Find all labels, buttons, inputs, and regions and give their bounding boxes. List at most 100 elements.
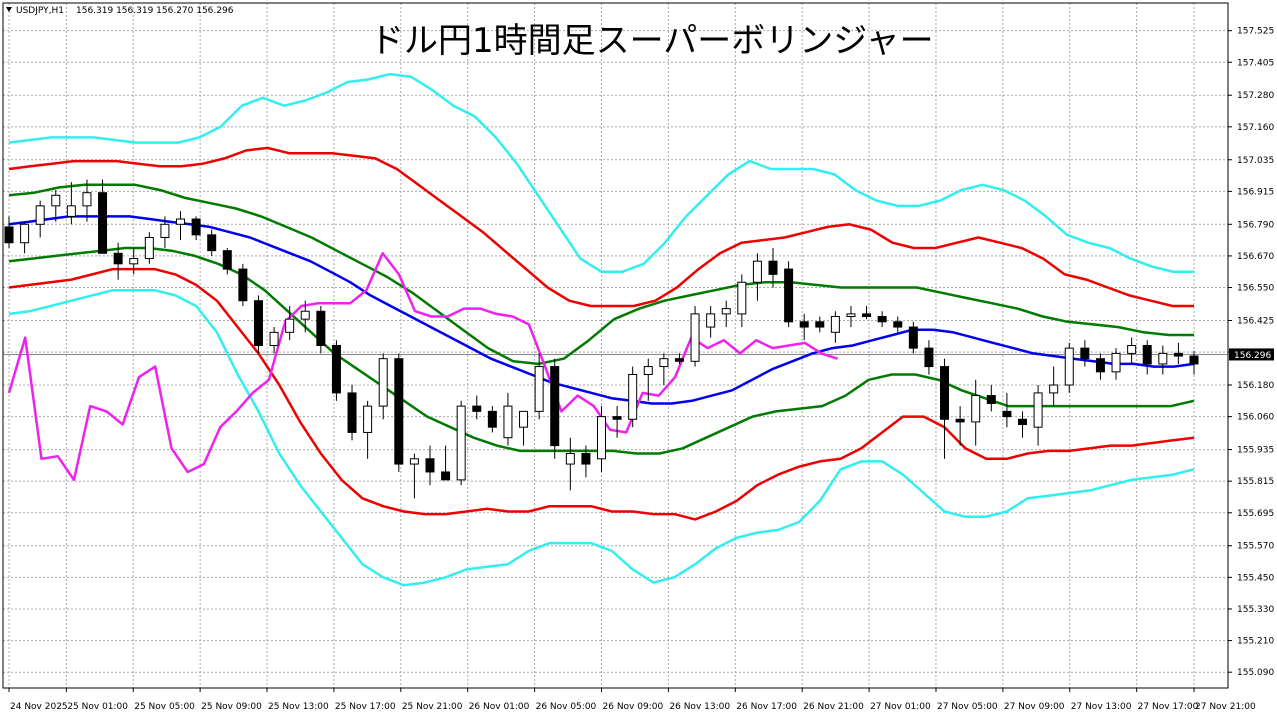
candle	[425, 445, 435, 486]
candle	[1127, 337, 1137, 364]
candle-body	[331, 345, 341, 394]
candle	[160, 216, 170, 249]
candle-body	[519, 410, 529, 428]
symbol-info: USDJPY,H1	[16, 6, 64, 16]
x-tick-label: 25 Nov 05:00	[134, 702, 195, 712]
candle	[534, 353, 544, 420]
candle-body	[176, 218, 186, 225]
candle-body	[534, 366, 544, 412]
candle-body	[971, 395, 981, 423]
x-tick-label: 26 Nov 09:00	[603, 702, 664, 712]
candle	[830, 311, 840, 343]
candle-body	[597, 416, 606, 460]
candle	[35, 200, 45, 238]
series-band1_u	[8, 183, 1194, 366]
bollinger-bands	[7, 72, 1195, 587]
candle-body	[1017, 418, 1027, 426]
candle	[908, 321, 918, 354]
time-axis: 24 Nov 2025 25 Nov 01:00 25 Nov 05:00 25 No…	[8, 688, 1256, 712]
candle	[612, 406, 622, 438]
candle	[20, 221, 30, 254]
candle	[347, 385, 357, 441]
candle	[565, 437, 575, 491]
candle-body	[643, 366, 653, 375]
y-tick-label: 156.550	[1237, 284, 1274, 294]
candle-body	[737, 281, 747, 315]
candle-body	[1173, 352, 1183, 357]
candle-body	[456, 405, 466, 481]
candle	[519, 410, 529, 446]
candle	[129, 248, 139, 275]
candle-body	[1127, 345, 1137, 354]
candle	[98, 179, 108, 254]
candle	[581, 445, 591, 478]
candle	[503, 392, 513, 446]
candle	[752, 253, 762, 301]
candle	[924, 340, 934, 375]
candle-body	[612, 416, 622, 420]
y-tick-label: 155.090	[1237, 668, 1274, 678]
y-tick-label: 157.160	[1237, 123, 1274, 133]
candle	[706, 305, 716, 338]
candle	[331, 340, 341, 401]
candle	[659, 353, 669, 386]
candle	[1033, 385, 1043, 446]
candle	[1158, 345, 1168, 375]
ohlc-info: 156.319 156.319 156.270 156.296	[76, 6, 234, 16]
y-tick-label: 157.525	[1237, 27, 1274, 37]
candle-body	[394, 358, 404, 465]
candle-body	[924, 347, 934, 368]
candle	[66, 182, 76, 225]
candle	[4, 216, 14, 249]
candle-body	[550, 366, 560, 447]
candle	[877, 311, 887, 328]
series-ma	[8, 215, 1195, 405]
x-tick-label: 27 Nov 05:00	[937, 702, 998, 712]
candle-body	[363, 405, 373, 433]
y-tick-label: 156.790	[1237, 220, 1274, 230]
candle-body	[347, 392, 357, 433]
series-band3_u	[8, 72, 1194, 273]
candle-body	[986, 395, 996, 404]
candle	[986, 385, 996, 412]
candle-body	[51, 194, 61, 207]
candle	[144, 232, 154, 264]
candle-body	[877, 316, 887, 323]
y-tick-label: 156.060	[1237, 413, 1274, 423]
candle	[487, 406, 497, 433]
candle-body	[940, 366, 950, 420]
x-tick-label: 27 Nov 09:00	[1004, 702, 1065, 712]
candle-body	[1049, 384, 1059, 394]
candle	[176, 211, 186, 241]
candle-body	[129, 258, 139, 265]
candle	[1049, 366, 1059, 407]
candle	[378, 353, 388, 420]
candle	[456, 400, 466, 486]
candle-body	[690, 313, 700, 362]
candle-body	[82, 192, 92, 207]
candle	[628, 366, 638, 428]
candle-body	[659, 358, 669, 368]
candle	[82, 179, 92, 222]
candle-body	[222, 250, 232, 270]
plot-frame	[2, 2, 1229, 689]
candle-body	[269, 331, 279, 347]
y-tick-label: 155.695	[1237, 509, 1274, 519]
x-tick-label: 25 Nov 21:00	[402, 702, 463, 712]
candle	[222, 248, 232, 275]
candle-body	[316, 310, 326, 346]
candle	[1017, 411, 1027, 438]
candle-body	[35, 205, 45, 225]
candle-body	[1033, 392, 1043, 428]
candle-body	[674, 358, 684, 362]
candle	[269, 327, 279, 354]
candle	[316, 305, 326, 354]
candle-body	[908, 326, 918, 349]
x-tick-label: 24 Nov 2025	[10, 702, 68, 712]
candle	[815, 316, 825, 333]
candle-body	[830, 316, 840, 333]
y-tick-label: 155.450	[1237, 573, 1274, 583]
candle-body	[20, 223, 30, 244]
